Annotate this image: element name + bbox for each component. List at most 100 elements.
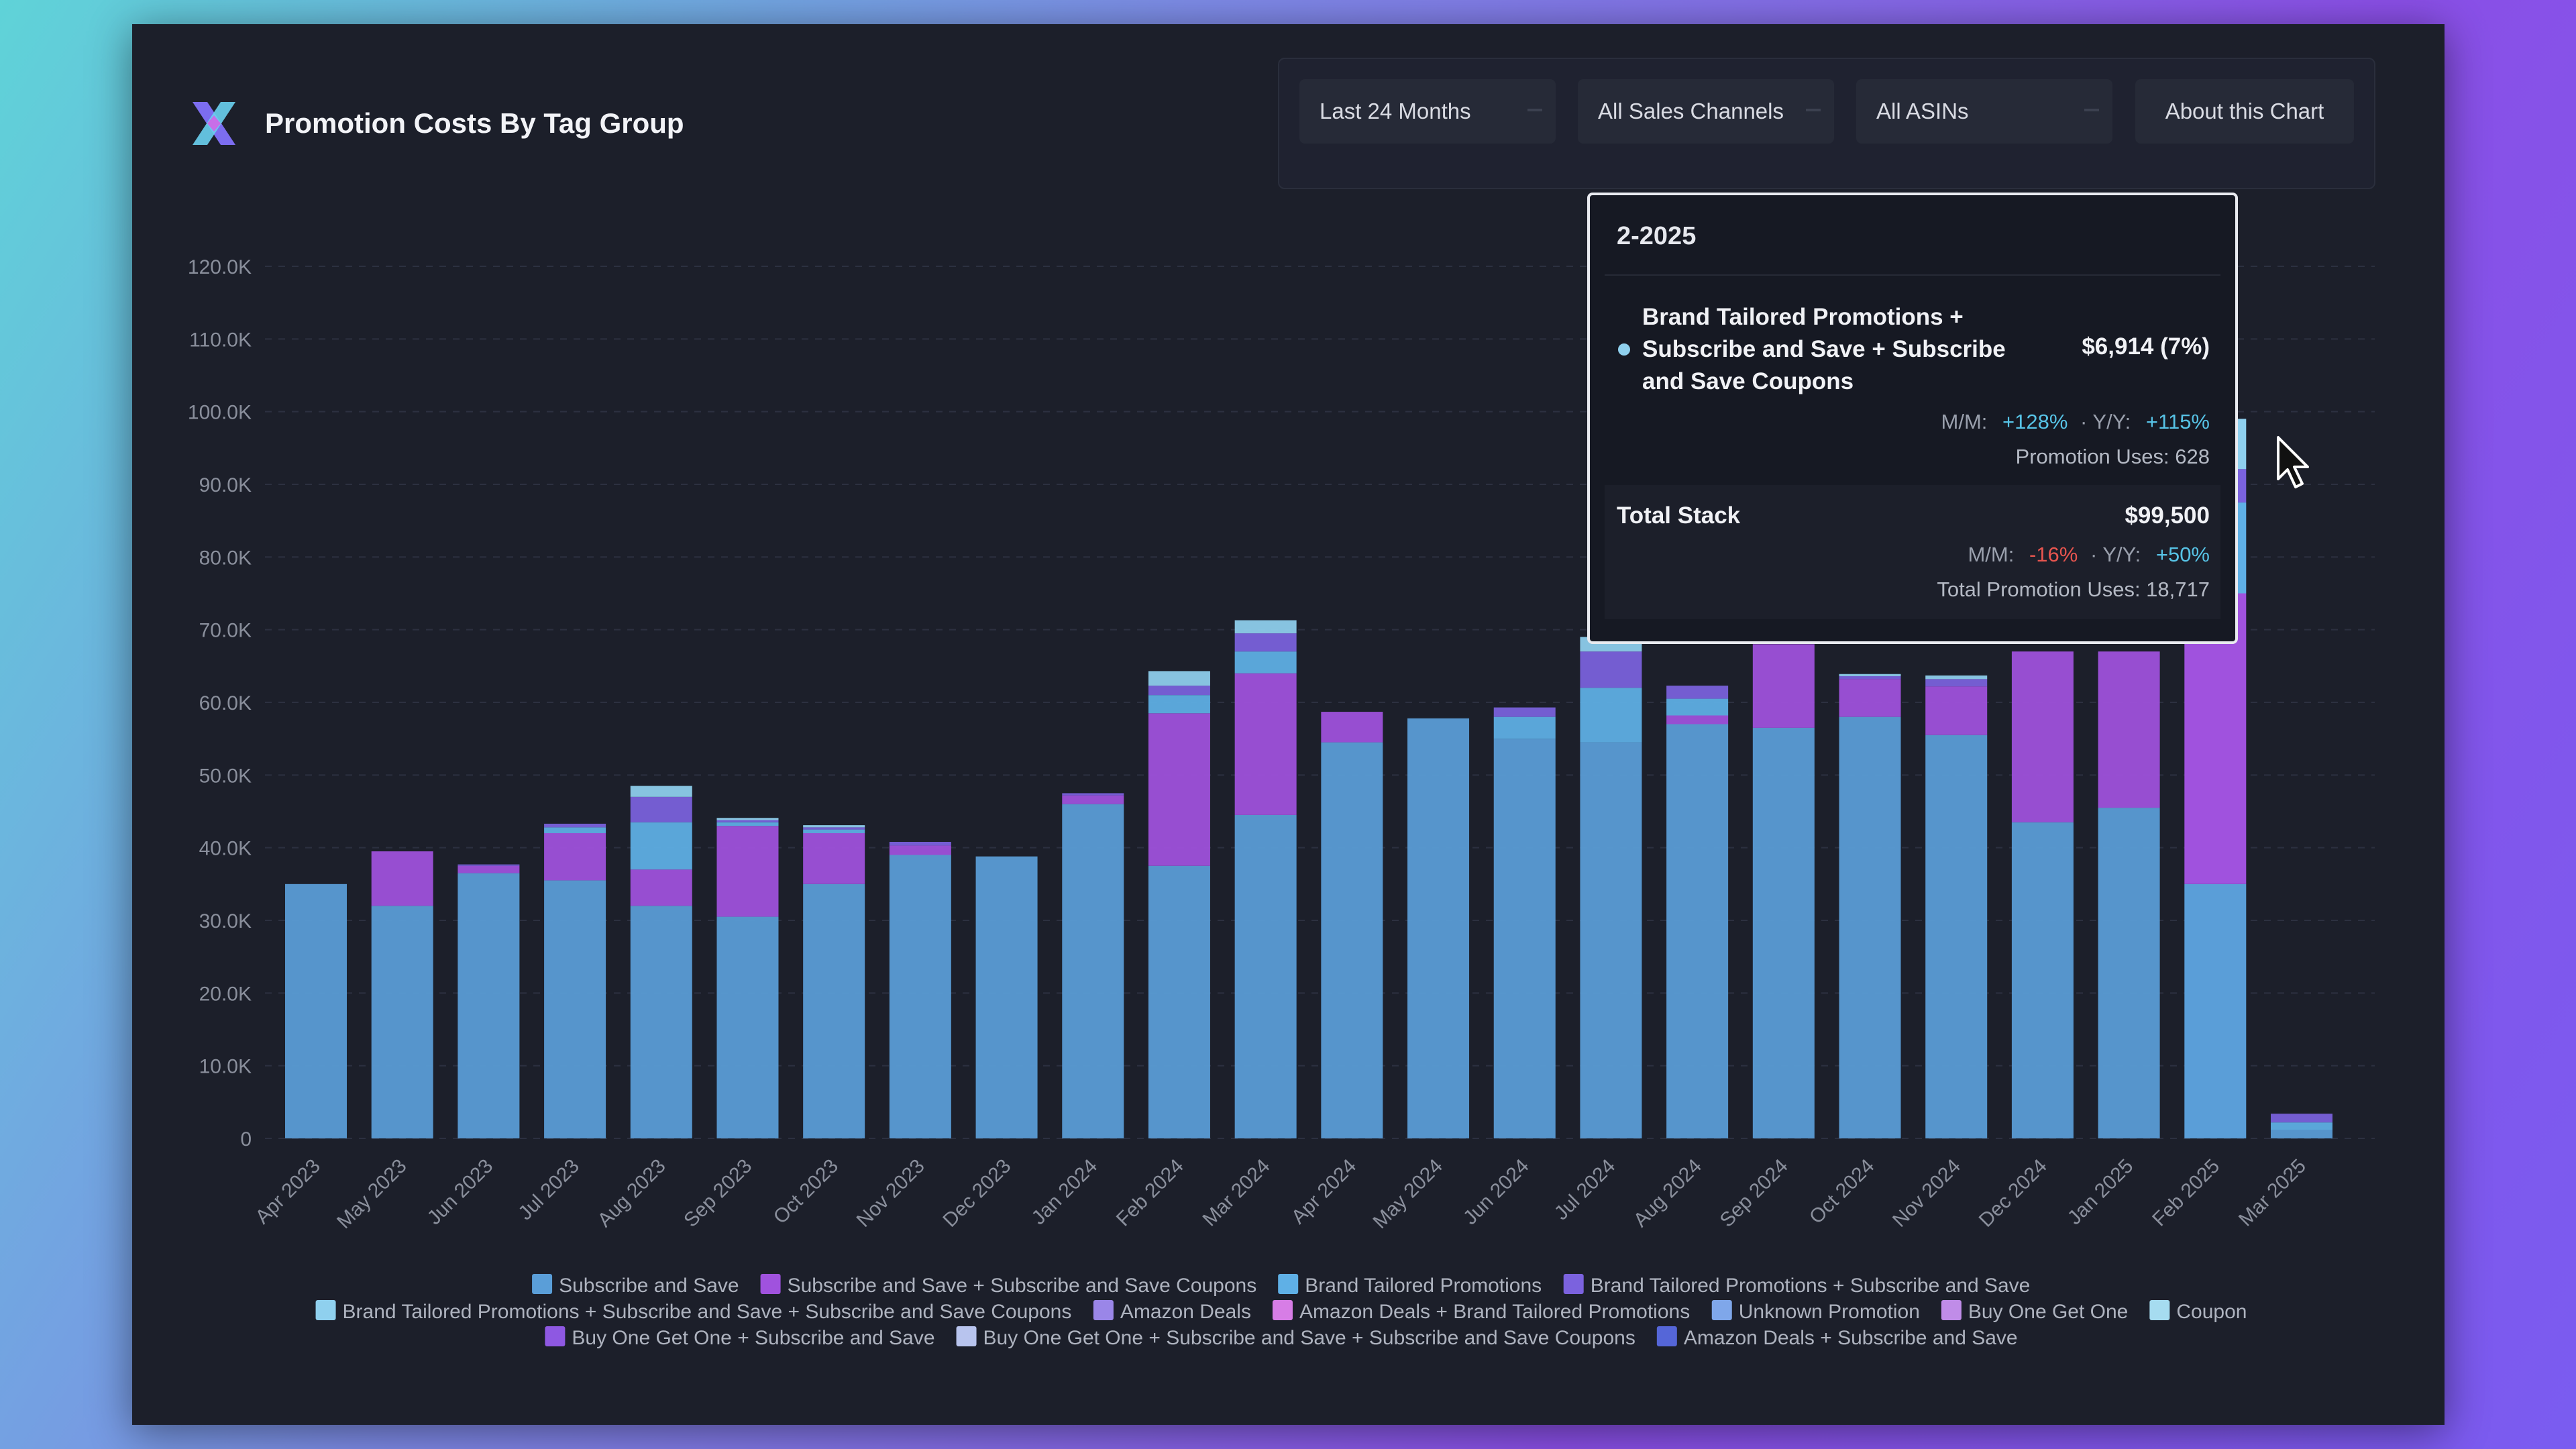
legend-item[interactable]: Amazon Deals bbox=[1093, 1300, 1251, 1323]
bar-segment[interactable] bbox=[1839, 676, 1901, 680]
bar-segment[interactable] bbox=[458, 864, 520, 866]
bar-segment[interactable] bbox=[1752, 727, 1815, 1138]
bar-segment[interactable] bbox=[716, 916, 779, 1138]
bar-segment[interactable] bbox=[2271, 1114, 2332, 1123]
bar-segment[interactable] bbox=[716, 818, 779, 820]
bar-segment[interactable] bbox=[630, 796, 692, 822]
sales-channel-select[interactable]: All Sales Channels bbox=[1578, 79, 1834, 144]
bar-segment[interactable] bbox=[1321, 712, 1383, 743]
bar-segment[interactable] bbox=[716, 822, 779, 826]
bar-segment[interactable] bbox=[1234, 620, 1297, 634]
bar-segment[interactable] bbox=[803, 827, 865, 830]
bar-segment[interactable] bbox=[1839, 716, 1901, 1138]
bar-segment[interactable] bbox=[1321, 742, 1383, 1138]
legend-item[interactable]: Unknown Promotion bbox=[1711, 1300, 1920, 1323]
date-range-select[interactable]: Last 24 Months bbox=[1299, 79, 1556, 144]
legend-item[interactable]: Brand Tailored Promotions + Subscribe an… bbox=[1563, 1274, 2031, 1297]
legend-item[interactable]: Coupon bbox=[2149, 1300, 2247, 1323]
legend-item[interactable]: Subscribe and Save bbox=[532, 1274, 739, 1297]
bar-segment[interactable] bbox=[1148, 671, 1210, 686]
bar-segment[interactable] bbox=[1666, 698, 1729, 716]
bar-segment[interactable] bbox=[1666, 715, 1729, 724]
y-tick-label: 90.0K bbox=[199, 474, 252, 496]
legend-label: Brand Tailored Promotions + Subscribe an… bbox=[343, 1301, 1072, 1323]
bar-segment[interactable] bbox=[1148, 695, 1210, 714]
legend-label: Brand Tailored Promotions + Subscribe an… bbox=[1591, 1275, 2031, 1297]
legend-item[interactable]: Buy One Get One + Subscribe and Save + S… bbox=[956, 1326, 1635, 1349]
bar-segment[interactable] bbox=[1925, 679, 1988, 687]
bar-segment[interactable] bbox=[1666, 724, 1729, 1139]
bar-segment[interactable] bbox=[630, 869, 692, 906]
legend-item[interactable]: Brand Tailored Promotions + Subscribe an… bbox=[315, 1300, 1072, 1323]
bar-segment[interactable] bbox=[803, 883, 865, 1138]
bar-segment[interactable] bbox=[1493, 739, 1556, 1138]
about-chart-button[interactable]: About this Chart bbox=[2135, 79, 2354, 144]
bar-segment[interactable] bbox=[1148, 686, 1210, 696]
bar-segment[interactable] bbox=[1925, 686, 1988, 735]
bar-segment[interactable] bbox=[716, 826, 779, 917]
bar-segment[interactable] bbox=[630, 906, 692, 1138]
bar-segment[interactable] bbox=[1407, 718, 1470, 1138]
bar-segment[interactable] bbox=[544, 827, 606, 833]
legend-item[interactable]: Brand Tailored Promotions bbox=[1278, 1274, 1542, 1297]
bar-segment[interactable] bbox=[630, 822, 692, 870]
bar-segment[interactable] bbox=[1493, 716, 1556, 739]
bar-segment[interactable] bbox=[716, 820, 779, 822]
bar-segment[interactable] bbox=[1234, 673, 1297, 815]
bar-segment[interactable] bbox=[544, 833, 606, 881]
bar-segment[interactable] bbox=[1925, 735, 1988, 1138]
legend-item[interactable]: Amazon Deals + Subscribe and Save bbox=[1656, 1326, 2018, 1349]
bar-segment[interactable] bbox=[2098, 808, 2160, 1138]
bar-segment[interactable] bbox=[975, 856, 1038, 1138]
bar-segment[interactable] bbox=[1234, 814, 1297, 1138]
x-tick-label: Mar 2025 bbox=[2235, 1155, 2310, 1231]
legend-item[interactable]: Amazon Deals + Brand Tailored Promotions bbox=[1272, 1300, 1690, 1323]
asin-select[interactable]: All ASINs bbox=[1856, 79, 2112, 144]
bar-segment[interactable] bbox=[803, 825, 865, 828]
bar-segment[interactable] bbox=[2271, 1130, 2332, 1138]
legend-label: Amazon Deals + Brand Tailored Promotions bbox=[1299, 1301, 1690, 1323]
bar-segment[interactable] bbox=[1839, 679, 1901, 717]
bar-segment[interactable] bbox=[2098, 651, 2160, 808]
bar-segment[interactable] bbox=[1752, 644, 1815, 728]
bar-segment[interactable] bbox=[544, 880, 606, 1138]
bar-segment[interactable] bbox=[458, 873, 520, 1138]
bar-segment[interactable] bbox=[1666, 686, 1729, 699]
bar-segment[interactable] bbox=[630, 786, 692, 797]
bar-segment[interactable] bbox=[2011, 651, 2074, 822]
tooltip-total-label: Total Stack bbox=[1617, 502, 1741, 529]
bar-segment[interactable] bbox=[803, 833, 865, 884]
mouse-pointer-icon bbox=[2277, 436, 2309, 488]
bar-segment[interactable] bbox=[1234, 651, 1297, 674]
bar-segment[interactable] bbox=[1148, 713, 1210, 866]
bar-segment[interactable] bbox=[1493, 707, 1556, 717]
bar-segment[interactable] bbox=[2271, 1122, 2332, 1130]
legend-item[interactable]: Buy One Get One bbox=[1941, 1300, 2128, 1323]
asin-label: All ASINs bbox=[1876, 99, 1969, 123]
bar-segment[interactable] bbox=[803, 829, 865, 833]
bar-segment[interactable] bbox=[1839, 674, 1901, 676]
bar-segment[interactable] bbox=[285, 883, 347, 1138]
bar-segment[interactable] bbox=[1580, 651, 1642, 688]
bar-segment[interactable] bbox=[371, 851, 433, 906]
bar-segment[interactable] bbox=[1062, 793, 1124, 796]
bar-segment[interactable] bbox=[458, 865, 520, 873]
bar-segment[interactable] bbox=[889, 855, 951, 1139]
bar-segment[interactable] bbox=[1580, 688, 1642, 743]
bar-segment[interactable] bbox=[371, 906, 433, 1138]
bar-segment[interactable] bbox=[1925, 675, 1988, 680]
bar-segment[interactable] bbox=[1062, 804, 1124, 1138]
bar-segment[interactable] bbox=[2184, 883, 2247, 1138]
bar-segment[interactable] bbox=[889, 845, 951, 855]
sales-channel-label: All Sales Channels bbox=[1598, 99, 1784, 123]
bar-segment[interactable] bbox=[1148, 865, 1210, 1138]
bar-segment[interactable] bbox=[1062, 795, 1124, 804]
bar-segment[interactable] bbox=[544, 823, 606, 828]
bar-segment[interactable] bbox=[1234, 633, 1297, 652]
legend-item[interactable]: Buy One Get One + Subscribe and Save bbox=[545, 1326, 935, 1349]
bar-segment[interactable] bbox=[889, 842, 951, 846]
bar-segment[interactable] bbox=[1580, 742, 1642, 1138]
bar-segment[interactable] bbox=[2011, 822, 2074, 1138]
legend-item[interactable]: Subscribe and Save + Subscribe and Save … bbox=[760, 1274, 1257, 1297]
y-tick-label: 0 bbox=[240, 1128, 252, 1150]
